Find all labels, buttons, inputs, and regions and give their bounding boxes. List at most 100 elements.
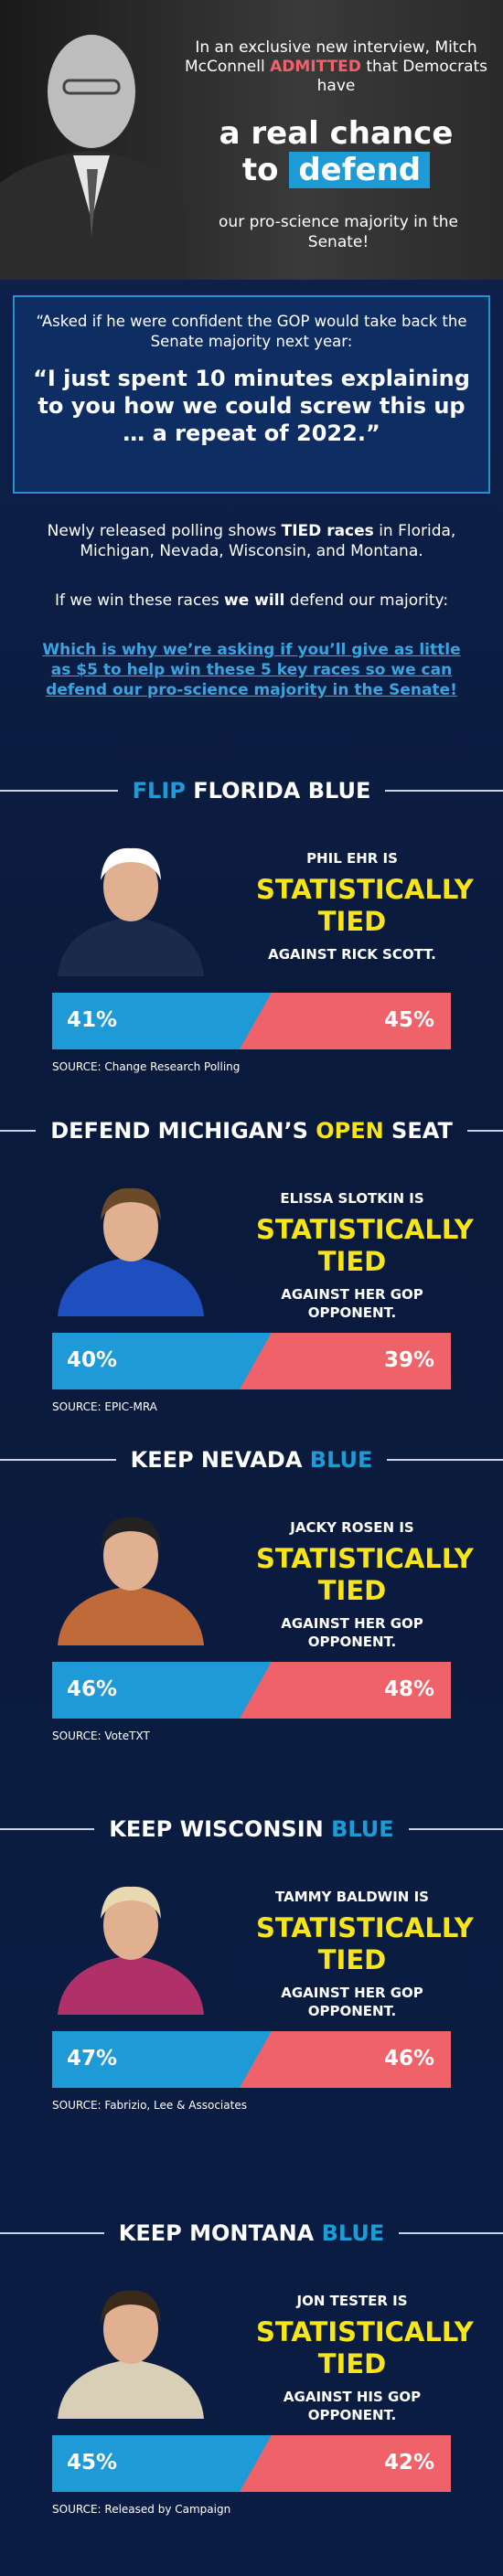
candidate-photo xyxy=(58,847,204,976)
gop-bar xyxy=(239,1662,451,1719)
gop-value: 39% xyxy=(383,1348,434,1372)
dem-value: 47% xyxy=(67,2047,118,2070)
race-title: KEEP NEVADA BLUE xyxy=(131,1447,373,1473)
divider xyxy=(466,1130,503,1132)
status: STATISTICALLY TIED xyxy=(256,2316,474,2379)
quote-text: “I just spent 10 minutes explaining to y… xyxy=(33,366,470,446)
divider xyxy=(408,1828,503,1830)
race-heading: KEEP MONTANA BLUE xyxy=(0,2219,503,2247)
race-title: KEEP MONTANA BLUE xyxy=(119,2220,384,2246)
gop-value: 42% xyxy=(383,2451,434,2475)
candidate-photo xyxy=(58,1187,204,1316)
race: KEEP NEVADA BLUE JACKY ROSEN IS STATISTICA… xyxy=(0,1446,503,1775)
text-segment: BLUE xyxy=(321,2220,385,2246)
race-title: DEFEND MICHIGAN’S OPEN SEAT xyxy=(50,1118,453,1144)
portrait xyxy=(0,35,187,280)
poll-bar: 46% 48% xyxy=(52,1662,451,1719)
race-heading: KEEP NEVADA BLUE xyxy=(0,1446,503,1474)
text-segment: ADMITTED xyxy=(270,58,361,76)
candidate: ELISSA SLOTKIN IS xyxy=(280,1190,424,1207)
dem-value: 46% xyxy=(67,1677,118,1701)
text-segment: SEAT xyxy=(383,1118,453,1144)
text-segment: BLUE xyxy=(331,1816,394,1842)
source: SOURCE: EPIC-MRA xyxy=(52,1400,157,1413)
race-heading: FLIP FLORIDA BLUE xyxy=(0,777,503,804)
text-segment: DEFEND MICHIGAN’S xyxy=(50,1118,316,1144)
race-heading: DEFEND MICHIGAN’S OPEN SEAT xyxy=(0,1117,503,1144)
opponent: AGAINST HER GOP OPPONENT. xyxy=(281,1286,423,1321)
source: SOURCE: VoteTXT xyxy=(52,1730,150,1742)
text-segment: in Florida, Michigan, Nevada, Wisconsin,… xyxy=(80,522,456,560)
gop-value: 45% xyxy=(383,1008,434,1032)
candidate-photo xyxy=(58,1886,204,2015)
race-title: KEEP WISCONSIN BLUE xyxy=(109,1816,393,1842)
candidate-photo xyxy=(58,2290,204,2419)
donate-link[interactable]: Which is why we’re asking if you’ll give… xyxy=(42,641,461,699)
poll-bar: 40% 39% xyxy=(52,1333,451,1389)
header: In an exclusive new interview, Mitch McC… xyxy=(0,0,503,280)
text-segment: If we win these races xyxy=(54,591,225,610)
divider xyxy=(385,790,503,792)
poll-bar: 45% 42% xyxy=(52,2435,451,2492)
text-segment: FLIP xyxy=(132,778,186,804)
status: STATISTICALLY TIED xyxy=(256,1214,474,1277)
candidate: TAMMY BALDWIN IS xyxy=(275,1889,429,1905)
text-segment: FLORIDA BLUE xyxy=(185,778,371,804)
text-segment: Newly released polling shows xyxy=(47,522,282,540)
divider xyxy=(0,1459,116,1461)
source: SOURCE: Fabrizio, Lee & Associates xyxy=(52,2099,247,2112)
divider xyxy=(387,1459,503,1461)
paragraph: If we win these races we will defend our… xyxy=(37,591,466,611)
text-segment: KEEP MONTANA xyxy=(118,2220,322,2246)
gop-bar xyxy=(239,2435,451,2492)
gop-bar xyxy=(239,993,451,1049)
divider xyxy=(0,1130,37,1132)
text-segment: TIED races xyxy=(281,522,374,540)
text-segment: we will xyxy=(224,591,285,610)
gop-value: 46% xyxy=(383,2047,434,2070)
opponent: AGAINST RICK SCOTT. xyxy=(268,946,436,963)
dem-value: 40% xyxy=(67,1348,118,1372)
headline: to defend xyxy=(178,152,494,188)
headline: a real chance xyxy=(219,115,454,152)
poll-bar: 41% 45% xyxy=(52,993,451,1049)
candidate: JACKY ROSEN IS xyxy=(290,1519,414,1536)
gop-value: 48% xyxy=(383,1677,434,1701)
candidate: PHIL EHR IS xyxy=(306,850,398,867)
candidate: JON TESTER IS xyxy=(296,2293,408,2309)
text-segment: OPEN xyxy=(316,1118,384,1144)
status: STATISTICALLY TIED xyxy=(256,1543,474,1606)
race-heading: KEEP WISCONSIN BLUE xyxy=(0,1815,503,1843)
status: STATISTICALLY TIED xyxy=(256,1912,474,1975)
candidate-photo xyxy=(58,1517,204,1645)
text-segment: KEEP NEVADA xyxy=(130,1447,310,1473)
quote-box: “Asked if he were confident the GOP woul… xyxy=(13,295,490,494)
divider xyxy=(0,2232,104,2234)
race: DEFEND MICHIGAN’S OPEN SEAT ELISSA SLOTKI… xyxy=(0,1117,503,1446)
poll-bar: 47% 46% xyxy=(52,2031,451,2088)
quote-lead: “Asked if he were confident the GOP woul… xyxy=(36,313,467,350)
source: SOURCE: Change Research Polling xyxy=(52,1060,241,1073)
text-segment: defend our majority: xyxy=(284,591,449,610)
headline-text: to xyxy=(241,152,279,188)
gop-bar xyxy=(239,2031,451,2088)
headline-highlight: defend xyxy=(289,152,431,188)
text-segment: BLUE xyxy=(309,1447,373,1473)
tagline: our pro-science majority in the Senate! xyxy=(219,213,458,251)
divider xyxy=(0,790,118,792)
gop-bar xyxy=(239,1333,451,1389)
race-title: FLIP FLORIDA BLUE xyxy=(133,778,371,804)
text-segment: In an exclusive new interview, Mitch McC… xyxy=(184,38,477,76)
race: KEEP WISCONSIN BLUE TAMMY BALDWIN IS STATI… xyxy=(0,1815,503,2145)
source: SOURCE: Released by Campaign xyxy=(52,2503,231,2516)
text-segment: KEEP WISCONSIN xyxy=(109,1816,332,1842)
paragraph: Newly released polling shows TIED races … xyxy=(27,521,476,561)
opponent: AGAINST HER GOP OPPONENT. xyxy=(281,1615,423,1650)
dem-value: 45% xyxy=(67,2451,118,2475)
intro: In an exclusive new interview, Mitch McC… xyxy=(178,38,494,96)
race: KEEP MONTANA BLUE JON TESTER IS STATISTICA… xyxy=(0,2219,503,2549)
divider xyxy=(399,2232,503,2234)
text-segment: that Democrats have xyxy=(316,58,488,95)
opponent: AGAINST HER GOP OPPONENT. xyxy=(281,1985,423,2019)
